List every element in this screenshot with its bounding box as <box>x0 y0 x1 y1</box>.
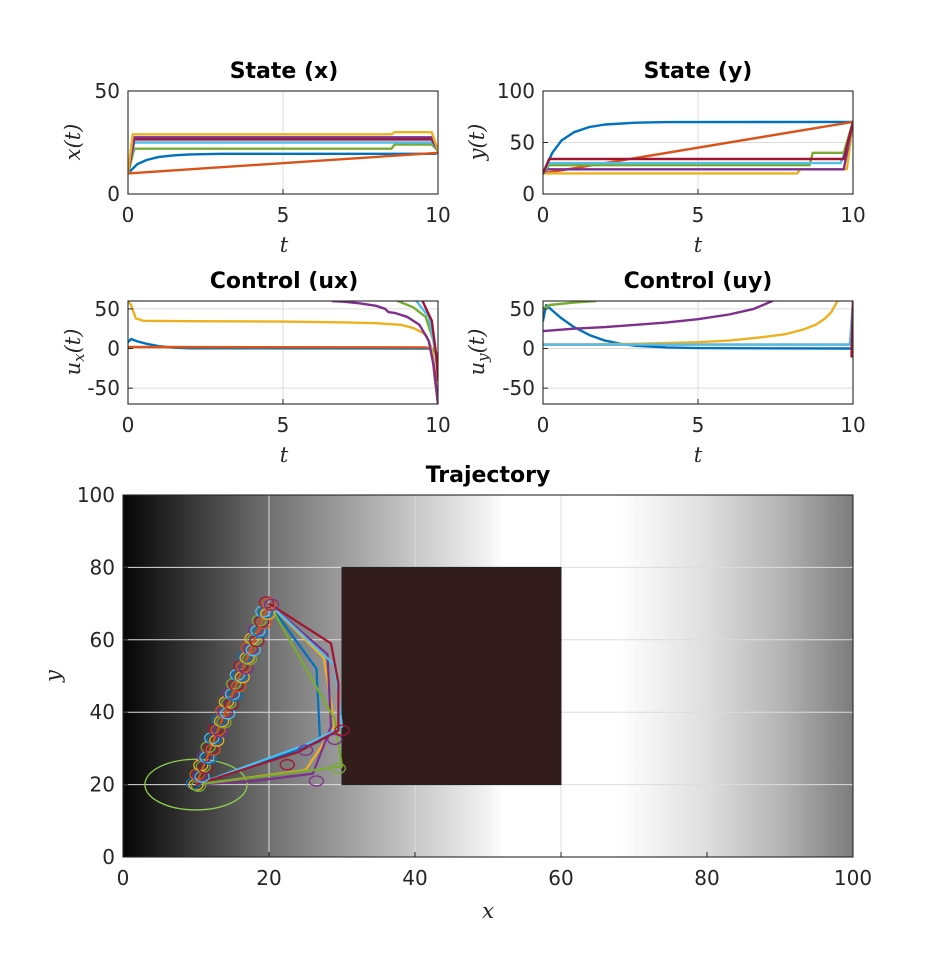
y-tick-label: 60 <box>90 628 115 652</box>
control-uy-xlabel: t <box>694 443 703 467</box>
x-tick-label: 40 <box>402 866 427 890</box>
series-line-3 <box>543 301 597 311</box>
series-line-4 <box>195 602 333 786</box>
control-uy-title: Control (uy) <box>624 269 773 294</box>
x-tick-label: 5 <box>692 413 705 437</box>
x-tick-label: 10 <box>425 203 450 227</box>
x-tick-label: 0 <box>537 413 550 437</box>
start-uncertainty-ellipse <box>144 758 248 811</box>
y-tick-label: 50 <box>510 131 535 155</box>
x-tick-label: 0 <box>117 866 130 890</box>
y-tick-label: 40 <box>90 700 115 724</box>
axes-frame <box>122 494 854 858</box>
y-tick-label: -50 <box>502 376 535 400</box>
path-marker <box>263 598 280 611</box>
state-y-xlabel: t <box>694 233 703 257</box>
y-tick-label: 50 <box>510 297 535 321</box>
state-x-title: State (x) <box>230 59 339 84</box>
series-line-7 <box>543 120 853 175</box>
y-tick-label: 50 <box>95 79 120 103</box>
y-tick-label: 0 <box>522 182 535 206</box>
series-line-1 <box>543 303 853 350</box>
x-tick-label: 5 <box>277 413 290 437</box>
state-y-title: State (y) <box>644 59 753 84</box>
control-ux-xlabel: t <box>280 443 289 467</box>
series-line-4 <box>331 301 438 404</box>
control-uy-ylabel: uy(t) <box>465 329 492 376</box>
trajectory-chart: Trajectory y x 0 20 40 60 80 100 0 20 40 60 80 100 <box>41 463 872 923</box>
path-marker <box>279 759 295 771</box>
x-tick-label: 20 <box>256 866 281 890</box>
x-tick-label: 0 <box>122 203 135 227</box>
series-line-7 <box>128 131 438 175</box>
state-y-ylabel: y(t) <box>465 124 489 162</box>
x-tick-label: 60 <box>548 866 573 890</box>
series-line-4 <box>543 301 774 333</box>
state-x-chart: State (x) x(t) t 0 5 10 0 50 <box>61 59 451 257</box>
x-tick-label: 0 <box>537 203 550 227</box>
path-marker <box>334 724 350 736</box>
y-tick-label: 0 <box>107 337 120 361</box>
path-marker <box>261 597 277 610</box>
control-ux-title: Control (ux) <box>210 269 359 294</box>
trajectory-xlabel: x <box>482 899 494 923</box>
series-line-7 <box>195 602 340 786</box>
y-tick-label: 0 <box>107 182 120 206</box>
control-ux-ylabel: ux(t) <box>61 329 88 376</box>
series-line-1 <box>128 151 438 175</box>
y-tick-label: -50 <box>87 376 120 400</box>
path-marker <box>330 762 347 774</box>
trajectory-ylabel: y <box>41 669 65 683</box>
y-tick-label: 100 <box>77 483 115 507</box>
series-line-2 <box>128 151 438 175</box>
x-tick-label: 100 <box>834 866 872 890</box>
x-tick-label: 80 <box>694 866 719 890</box>
y-tick-label: 20 <box>90 773 115 797</box>
x-tick-label: 10 <box>840 203 865 227</box>
series-line-3 <box>543 120 853 175</box>
x-tick-label: 10 <box>840 413 865 437</box>
x-tick-label: 10 <box>425 413 450 437</box>
series-line-1 <box>194 603 271 786</box>
trajectory-title: Trajectory <box>426 463 551 488</box>
series-line-1 <box>543 120 853 175</box>
path-marker <box>327 733 343 745</box>
path-marker <box>297 744 314 756</box>
x-tick-label: 5 <box>277 203 290 227</box>
state-x-xlabel: t <box>280 233 289 257</box>
state-x-ylabel: x(t) <box>61 124 85 161</box>
y-tick-label: 100 <box>497 79 535 103</box>
y-tick-label: 80 <box>90 555 115 579</box>
y-tick-label: 0 <box>102 845 115 869</box>
x-tick-label: 0 <box>122 413 135 437</box>
series-line-6 <box>195 602 344 786</box>
y-tick-label: 50 <box>95 297 120 321</box>
series-line-7 <box>421 301 438 382</box>
x-tick-label: 5 <box>692 203 705 227</box>
path-marker <box>308 775 325 787</box>
y-tick-label: 0 <box>522 337 535 361</box>
obstacle <box>341 566 562 786</box>
